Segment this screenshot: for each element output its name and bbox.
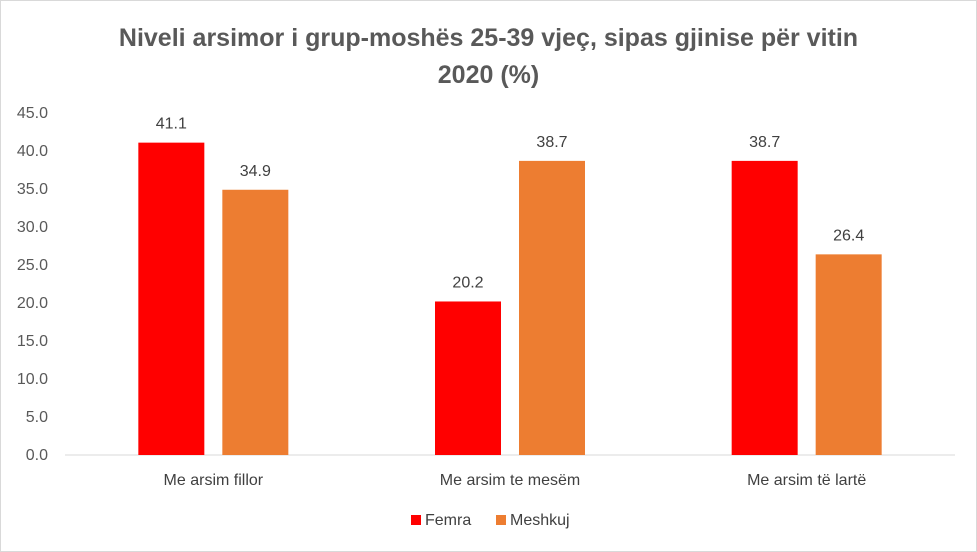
data-label-femra-3: 38.7 — [749, 134, 780, 151]
y-axis-ticks: 0.0 5.0 10.0 15.0 20.0 25.0 30.0 35.0 40.0 45.0 — [17, 105, 48, 464]
category-labels: Me arsim fillor Me arsim te mesëm Me arsim… — [164, 472, 867, 489]
bars: 41.1 34.9 20.2 38.7 38.7 26.4 — [138, 116, 882, 455]
bar-femra-3 — [731, 160, 798, 455]
bar-femra-2 — [435, 301, 501, 455]
y-tick-label: 30.0 — [17, 219, 48, 236]
bar-femra-1 — [138, 142, 205, 455]
legend: Femra Meshkuj — [411, 512, 570, 529]
legend-swatch-femra — [411, 515, 421, 525]
bar-meshkuj-1 — [222, 189, 289, 455]
chart-title-line-1: Niveli arsimor i grup-moshës 25-39 vjeç,… — [118, 24, 859, 52]
category-label: Me arsim fillor — [164, 472, 264, 489]
legend-label-femra: Femra — [425, 512, 471, 529]
legend-swatch-meshkuj — [496, 515, 506, 525]
y-tick-label: 15.0 — [17, 333, 48, 350]
category-label: Me arsim te mesëm — [440, 472, 580, 489]
data-label-meshkuj-3: 26.4 — [833, 227, 864, 244]
data-label-femra-1: 41.1 — [156, 116, 187, 133]
bar-meshkuj-3 — [815, 254, 882, 455]
category-label: Me arsim të lartë — [747, 472, 866, 489]
chart-title: Niveli arsimor i grup-moshës 25-39 vjeç,… — [0, 20, 977, 94]
y-tick-label: 0.0 — [26, 447, 48, 464]
data-label-meshkuj-2: 38.7 — [536, 134, 567, 151]
y-tick-label: 5.0 — [26, 409, 48, 426]
y-tick-label: 35.0 — [17, 181, 48, 198]
data-label-meshkuj-1: 34.9 — [240, 163, 271, 180]
bar-meshkuj-2 — [519, 160, 585, 455]
y-tick-label: 45.0 — [17, 105, 48, 122]
y-tick-label: 40.0 — [17, 143, 48, 160]
y-tick-label: 25.0 — [17, 257, 48, 274]
legend-label-meshkuj: Meshkuj — [510, 512, 570, 529]
y-tick-label: 20.0 — [17, 295, 48, 312]
data-label-femra-2: 20.2 — [452, 274, 483, 291]
chart-title-line-2: 2020 (%) — [437, 61, 540, 89]
y-tick-label: 10.0 — [17, 371, 48, 388]
